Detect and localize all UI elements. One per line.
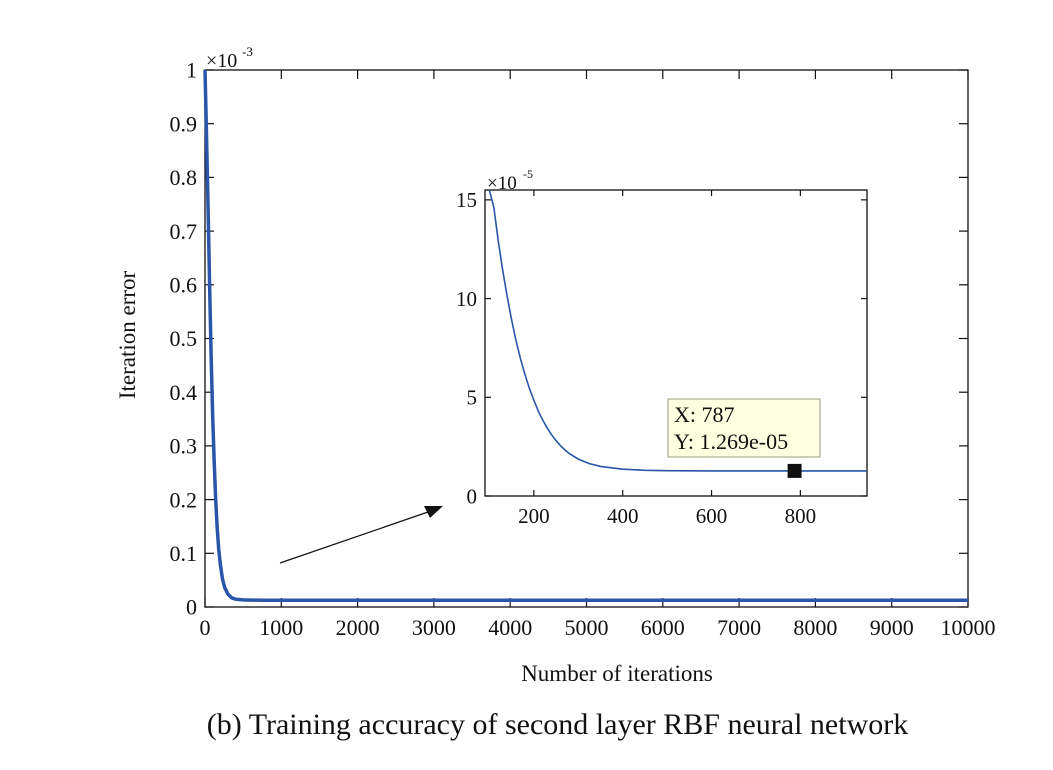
- x-tick-label: 9000: [870, 615, 914, 640]
- y-tick-label: 10: [456, 287, 477, 311]
- x-tick-label: 800: [785, 504, 817, 528]
- y-tick-label: 0.3: [170, 434, 198, 459]
- datatip-x-text: X: 787: [674, 402, 735, 427]
- inset-exponent-power: -5: [523, 167, 533, 181]
- datatip-marker: [787, 463, 802, 478]
- y-tick-label: 0.7: [170, 219, 198, 244]
- x-axis-label: Number of iterations: [521, 661, 713, 686]
- y-tick-label: 1: [186, 58, 197, 83]
- x-tick-label: 7000: [717, 615, 761, 640]
- main-y-ticks: 0 0.1 0.2 0.3 0.4 0.5 0.6 0.7 0.8 0.9 1: [170, 58, 968, 620]
- y-tick-label: 0.5: [170, 326, 198, 351]
- zoom-arrow: [279, 506, 443, 564]
- x-tick-label: 2000: [336, 615, 380, 640]
- figure-caption: (b) Training accuracy of second layer RB…: [206, 708, 909, 741]
- main-x-ticks: 0 1000 2000 3000 4000 5000 6000 7000 8000 9000 100…: [200, 70, 996, 640]
- main-plot: 00.10.20.30.40.50.60.70.80.91 0 1000 2000 3…: [115, 44, 996, 686]
- x-tick-label: 8000: [793, 615, 837, 640]
- y-tick-label: 0.2: [170, 487, 198, 512]
- main-exponent-power: -3: [242, 44, 253, 59]
- y-tick-label: 15: [456, 188, 477, 212]
- inset-axes-box: [484, 189, 868, 497]
- y-tick-label: 0: [467, 484, 478, 508]
- x-tick-label: 200: [518, 504, 550, 528]
- x-tick-label: 3000: [412, 615, 456, 640]
- y-tick-label: 0.6: [170, 273, 198, 298]
- y-tick-label: 0: [186, 595, 197, 620]
- y-axis-label: Iteration error: [115, 270, 140, 399]
- chart-svg: 00.10.20.30.40.50.60.70.80.91 0 1000 2000 3…: [115, 44, 996, 686]
- y-tick-label: 0.4: [170, 380, 198, 405]
- y-tick-label: 5: [467, 386, 478, 410]
- inset-exponent-base: ×10: [487, 173, 517, 194]
- x-tick-label: 4000: [488, 615, 532, 640]
- y-tick-label: 0.9: [170, 111, 198, 136]
- main-series-line: [203, 69, 968, 602]
- inset-plot: 0 5 10 15 200 400 600 800 ×10 -5 X: 787 Y: 1.2…: [456, 167, 868, 528]
- y-tick-label: 0.1: [170, 541, 198, 566]
- x-tick-label: 400: [607, 504, 639, 528]
- x-tick-label: 600: [696, 504, 728, 528]
- x-tick-label: 1000: [259, 615, 303, 640]
- x-tick-label: 0: [200, 615, 211, 640]
- datatip-box: [667, 398, 821, 458]
- datatip: X: 787 Y: 1.269e-05: [667, 398, 821, 478]
- inset-x-ticks: 200 400 600 800: [518, 190, 816, 528]
- datatip-y-text: Y: 1.269e-05: [674, 429, 788, 454]
- y-tick-label: 0.8: [170, 165, 198, 190]
- main-exponent-base: ×10: [206, 50, 237, 72]
- inset-series-line: [488, 189, 867, 472]
- x-tick-label: 5000: [565, 615, 609, 640]
- inset-y-ticks: 0 5 10 15: [456, 188, 867, 508]
- x-tick-label: 6000: [641, 615, 685, 640]
- x-tick-label: 10000: [941, 615, 996, 640]
